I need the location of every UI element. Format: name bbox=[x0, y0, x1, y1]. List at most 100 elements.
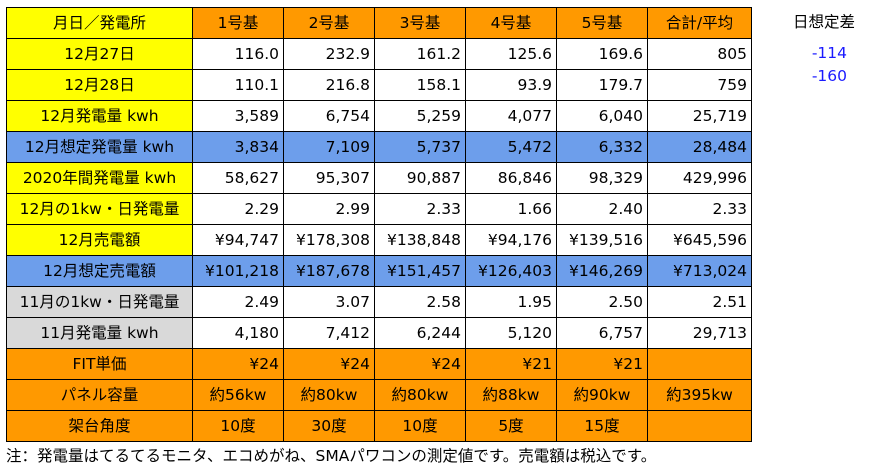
value-cell[interactable]: 4,077 bbox=[465, 100, 557, 132]
value-cell[interactable]: 6,757 bbox=[556, 317, 648, 349]
row-label-cell[interactable]: 12月発電量 kwh bbox=[6, 100, 193, 132]
value-cell[interactable]: 2.58 bbox=[374, 286, 466, 318]
value-cell[interactable]: 5度 bbox=[465, 410, 557, 442]
header-cell-unit-3[interactable]: 3号基 bbox=[374, 7, 466, 39]
value-cell[interactable]: 約88kw bbox=[465, 379, 557, 411]
value-cell[interactable]: 1.95 bbox=[465, 286, 557, 318]
value-cell[interactable]: ¥178,308 bbox=[283, 224, 375, 256]
value-cell[interactable]: ¥146,269 bbox=[556, 255, 648, 287]
total-cell[interactable]: 28,484 bbox=[647, 131, 752, 163]
row-label-cell[interactable]: FIT単価 bbox=[6, 348, 193, 380]
value-cell[interactable]: 5,120 bbox=[465, 317, 557, 349]
value-cell[interactable]: ¥24 bbox=[374, 348, 466, 380]
value-cell[interactable]: 6,040 bbox=[556, 100, 648, 132]
value-cell[interactable]: 約90kw bbox=[556, 379, 648, 411]
value-cell[interactable]: 6,244 bbox=[374, 317, 466, 349]
total-cell[interactable]: ¥645,596 bbox=[647, 224, 752, 256]
value-cell[interactable]: 216.8 bbox=[283, 69, 375, 101]
value-cell[interactable]: ¥187,678 bbox=[283, 255, 375, 287]
total-cell[interactable]: 約395kw bbox=[647, 379, 752, 411]
total-cell[interactable] bbox=[647, 348, 752, 380]
value-cell[interactable]: 1.66 bbox=[465, 193, 557, 225]
value-cell[interactable]: 2.50 bbox=[556, 286, 648, 318]
row-label-cell[interactable]: 12月売電額 bbox=[6, 224, 193, 256]
value-cell[interactable]: 161.2 bbox=[374, 38, 466, 70]
value-cell[interactable]: 90,887 bbox=[374, 162, 466, 194]
value-cell[interactable]: 169.6 bbox=[556, 38, 648, 70]
total-cell[interactable]: 2.51 bbox=[647, 286, 752, 318]
value-cell[interactable]: ¥94,747 bbox=[192, 224, 284, 256]
value-cell[interactable]: 86,846 bbox=[465, 162, 557, 194]
value-cell[interactable]: 5,472 bbox=[465, 131, 557, 163]
value-cell[interactable]: 110.1 bbox=[192, 69, 284, 101]
total-cell[interactable]: 25,719 bbox=[647, 100, 752, 132]
value-cell[interactable]: 158.1 bbox=[374, 69, 466, 101]
value-cell[interactable]: ¥21 bbox=[465, 348, 557, 380]
value-cell[interactable]: 2.33 bbox=[374, 193, 466, 225]
value-cell[interactable]: ¥24 bbox=[192, 348, 284, 380]
value-cell[interactable]: 3,589 bbox=[192, 100, 284, 132]
value-cell[interactable]: 7,412 bbox=[283, 317, 375, 349]
header-cell-unit-4[interactable]: 4号基 bbox=[465, 7, 557, 39]
value-cell[interactable]: 95,307 bbox=[283, 162, 375, 194]
value-cell[interactable]: 93.9 bbox=[465, 69, 557, 101]
value-cell[interactable]: ¥24 bbox=[283, 348, 375, 380]
value-cell[interactable]: 98,329 bbox=[556, 162, 648, 194]
total-cell[interactable]: 805 bbox=[647, 38, 752, 70]
value-cell[interactable]: 10度 bbox=[374, 410, 466, 442]
value-cell[interactable]: ¥126,403 bbox=[465, 255, 557, 287]
value-cell[interactable]: 5,259 bbox=[374, 100, 466, 132]
value-cell[interactable]: ¥138,848 bbox=[374, 224, 466, 256]
row-label-cell[interactable]: パネル容量 bbox=[6, 379, 193, 411]
total-cell[interactable]: 29,713 bbox=[647, 317, 752, 349]
value-cell[interactable]: 2.99 bbox=[283, 193, 375, 225]
row-label-cell[interactable]: 2020年間発電量 kwh bbox=[6, 162, 193, 194]
value-cell[interactable]: 5,737 bbox=[374, 131, 466, 163]
total-cell[interactable] bbox=[647, 410, 752, 442]
value-cell[interactable]: 3,834 bbox=[192, 131, 284, 163]
header-cell-unit-1[interactable]: 1号基 bbox=[192, 7, 284, 39]
value-cell[interactable]: 7,109 bbox=[283, 131, 375, 163]
row-label-cell[interactable]: 12月想定発電量 kwh bbox=[6, 131, 193, 163]
row-label-cell[interactable]: 12月想定売電額 bbox=[6, 255, 193, 287]
value-cell[interactable]: 10度 bbox=[192, 410, 284, 442]
total-cell[interactable]: 759 bbox=[647, 69, 752, 101]
value-cell[interactable]: 2.49 bbox=[192, 286, 284, 318]
row-label-cell[interactable]: 12月28日 bbox=[6, 69, 193, 101]
value-cell[interactable]: 232.9 bbox=[283, 38, 375, 70]
row-label-cell[interactable]: 11月の1kw・日発電量 bbox=[6, 286, 193, 318]
value-cell[interactable]: ¥151,457 bbox=[374, 255, 466, 287]
value-cell[interactable]: 179.7 bbox=[556, 69, 648, 101]
header-cell-total[interactable]: 合計/平均 bbox=[647, 7, 752, 39]
value-cell[interactable]: ¥101,218 bbox=[192, 255, 284, 287]
value-cell[interactable]: 約56kw bbox=[192, 379, 284, 411]
value-cell[interactable]: 6,332 bbox=[556, 131, 648, 163]
value-cell[interactable]: 約80kw bbox=[283, 379, 375, 411]
value-cell[interactable]: 6,754 bbox=[283, 100, 375, 132]
total-cell[interactable]: ¥713,024 bbox=[647, 255, 752, 287]
header-cell-label[interactable]: 月日／発電所 bbox=[6, 7, 193, 39]
header-cell-unit-5[interactable]: 5号基 bbox=[556, 7, 648, 39]
value-cell[interactable]: 4,180 bbox=[192, 317, 284, 349]
row-label-cell[interactable]: 11月発電量 kwh bbox=[6, 317, 193, 349]
row-label-cell[interactable]: 12月の1kw・日発電量 bbox=[6, 193, 193, 225]
value-cell[interactable]: ¥139,516 bbox=[556, 224, 648, 256]
value-cell[interactable]: 約80kw bbox=[374, 379, 466, 411]
value-cell[interactable]: 30度 bbox=[283, 410, 375, 442]
value-cell[interactable]: 2.40 bbox=[556, 193, 648, 225]
table-row: 12月の1kw・日発電量 2.29 2.99 2.33 1.66 2.40 2.33 bbox=[6, 193, 752, 225]
value-cell[interactable]: 15度 bbox=[556, 410, 648, 442]
value-cell[interactable]: ¥21 bbox=[556, 348, 648, 380]
row-label-cell[interactable]: 12月27日 bbox=[6, 38, 193, 70]
value-cell[interactable]: 125.6 bbox=[465, 38, 557, 70]
total-cell[interactable]: 2.33 bbox=[647, 193, 752, 225]
total-cell[interactable]: 429,996 bbox=[647, 162, 752, 194]
value-cell[interactable]: ¥94,176 bbox=[465, 224, 557, 256]
value-cell[interactable]: 3.07 bbox=[283, 286, 375, 318]
row-label-cell[interactable]: 架台角度 bbox=[6, 410, 193, 442]
value-cell[interactable]: 2.29 bbox=[192, 193, 284, 225]
value-cell[interactable]: 58,627 bbox=[192, 162, 284, 194]
header-cell-unit-2[interactable]: 2号基 bbox=[283, 7, 375, 39]
value-cell[interactable]: 116.0 bbox=[192, 38, 284, 70]
table-row: 11月発電量 kwh 4,180 7,412 6,244 5,120 6,757 29,71… bbox=[6, 317, 752, 349]
